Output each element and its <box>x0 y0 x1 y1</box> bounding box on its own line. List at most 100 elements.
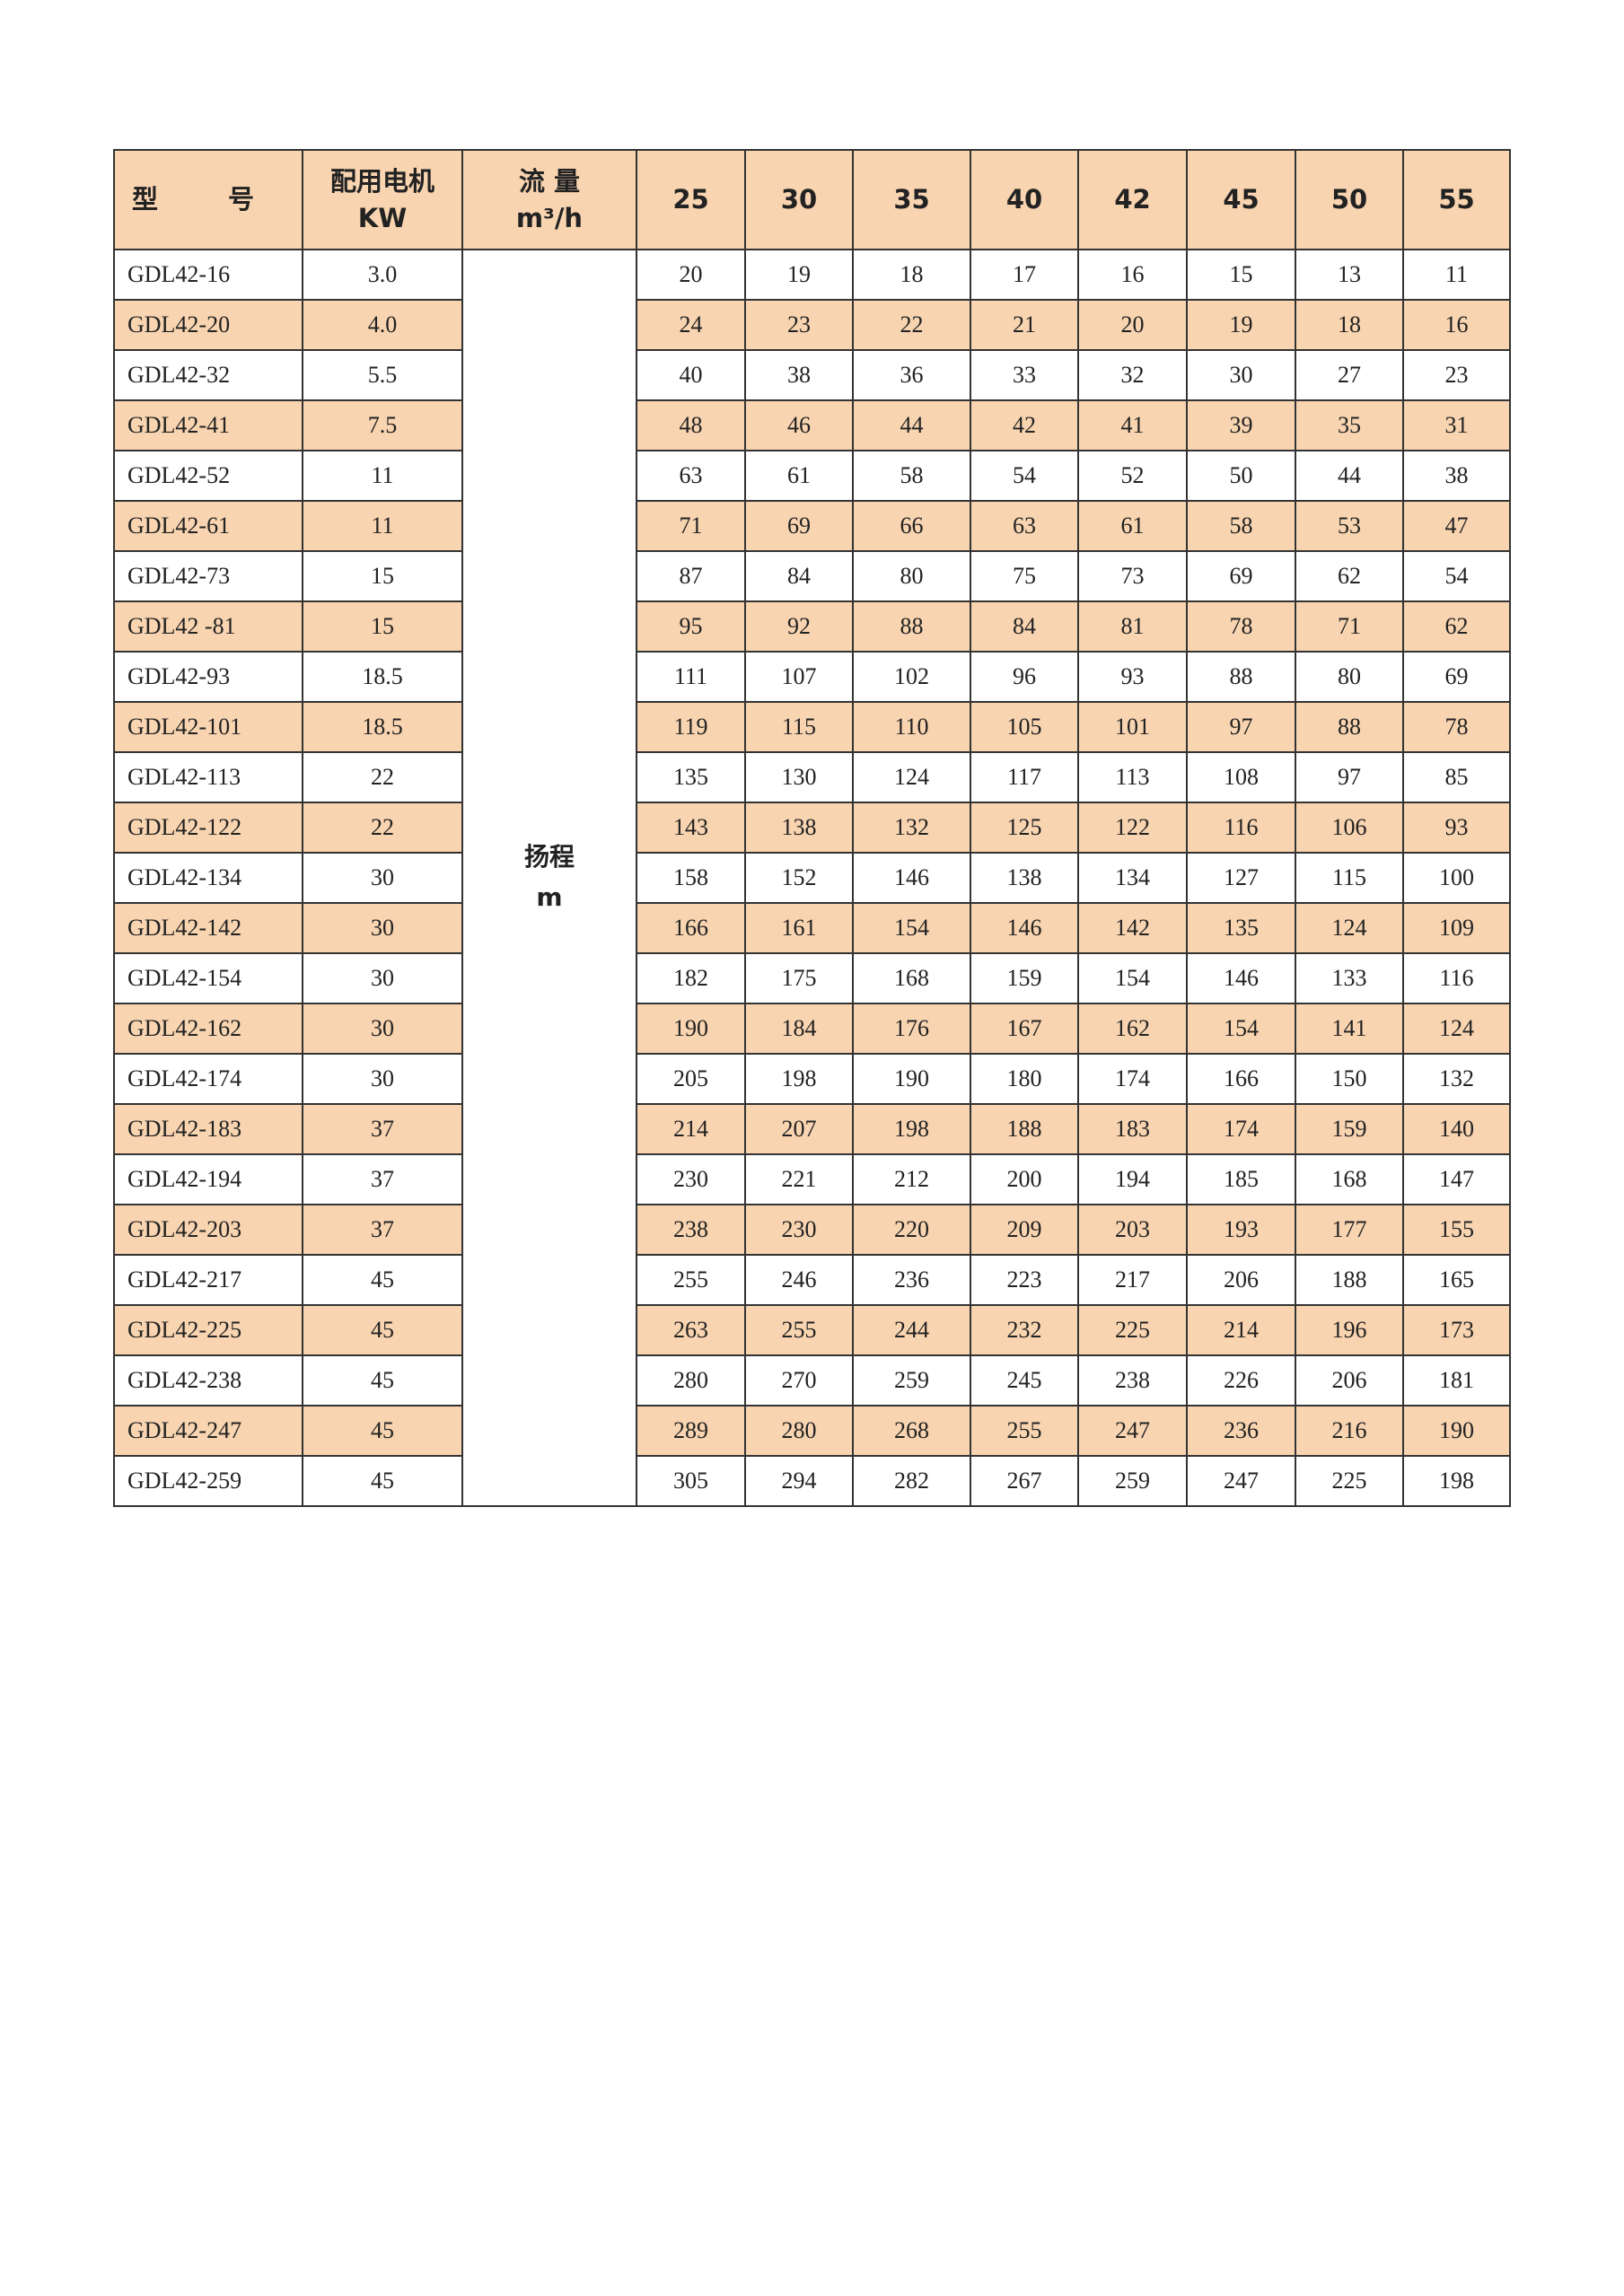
model-cell: GDL42-41 <box>113 399 303 451</box>
head-value-cell: 212 <box>852 1153 971 1205</box>
motor-kw-cell: 5.5 <box>302 349 463 401</box>
model-cell: GDL42-154 <box>113 952 303 1004</box>
head-value-cell: 27 <box>1295 349 1404 401</box>
head-value-cell: 23 <box>744 299 854 351</box>
head-value-cell: 173 <box>1402 1304 1511 1356</box>
head-value-cell: 69 <box>1402 651 1511 703</box>
motor-kw-cell: 18.5 <box>302 651 463 703</box>
head-value-cell: 207 <box>744 1103 854 1155</box>
model-cell: GDL42-194 <box>113 1153 303 1205</box>
head-value-cell: 54 <box>1402 550 1511 602</box>
head-value-cell: 155 <box>1402 1204 1511 1256</box>
head-value-cell: 97 <box>1186 701 1296 753</box>
head-value-cell: 280 <box>636 1354 746 1407</box>
head-value-cell: 166 <box>1186 1053 1296 1105</box>
head-value-cell: 119 <box>636 701 746 753</box>
head-value-cell: 154 <box>1186 1003 1296 1055</box>
head-value-cell: 107 <box>744 651 854 703</box>
head-value-cell: 168 <box>852 952 971 1004</box>
head-value-cell: 221 <box>744 1153 854 1205</box>
table-row: GDL42-162 30 190 184 176 167 162 154 141 124 <box>113 1003 1511 1055</box>
motor-kw-cell: 15 <box>302 600 463 653</box>
motor-kw-cell: 37 <box>302 1204 463 1256</box>
head-value-cell: 116 <box>1402 952 1511 1004</box>
head-value-cell: 47 <box>1402 500 1511 552</box>
head-value-cell: 181 <box>1402 1354 1511 1407</box>
head-value-cell: 78 <box>1186 600 1296 653</box>
head-value-cell: 115 <box>744 701 854 753</box>
header-motor: 配用电机 KW <box>302 149 463 250</box>
model-cell: GDL42-122 <box>113 802 303 854</box>
head-value-cell: 88 <box>1295 701 1404 753</box>
header-row: 型 号 配用电机 KW 流 量 m³/h 25 30 35 40 42 45 50 55 <box>113 149 1511 250</box>
table-row: GDL42-113 22 135 130 124 117 113 108 97 85 <box>113 751 1511 803</box>
head-value-cell: 95 <box>636 600 746 653</box>
motor-kw-cell: 45 <box>302 1455 463 1507</box>
head-value-cell: 135 <box>636 751 746 803</box>
motor-kw-cell: 11 <box>302 450 463 502</box>
model-cell: GDL42-217 <box>113 1254 303 1306</box>
model-cell: GDL42-16 <box>113 249 303 301</box>
model-cell: GDL42 -81 <box>113 600 303 653</box>
head-value-cell: 62 <box>1295 550 1404 602</box>
pump-performance-table: 型 号 配用电机 KW 流 量 m³/h 25 30 35 40 42 45 50 55 GDL4… <box>113 149 1511 1507</box>
head-value-cell: 66 <box>852 500 971 552</box>
head-value-cell: 223 <box>970 1254 1079 1306</box>
head-value-cell: 226 <box>1186 1354 1296 1407</box>
head-value-cell: 209 <box>970 1204 1079 1256</box>
model-cell: GDL42-134 <box>113 852 303 904</box>
header-flow-30: 30 <box>744 149 854 250</box>
model-cell: GDL42-259 <box>113 1455 303 1507</box>
head-value-cell: 115 <box>1295 852 1404 904</box>
head-value-cell: 39 <box>1186 399 1296 451</box>
head-value-cell: 73 <box>1077 550 1188 602</box>
head-value-cell: 32 <box>1077 349 1188 401</box>
head-value-cell: 15 <box>1186 249 1296 301</box>
head-value-cell: 108 <box>1186 751 1296 803</box>
head-value-cell: 182 <box>636 952 746 1004</box>
model-cell: GDL42-32 <box>113 349 303 401</box>
model-cell: GDL42-203 <box>113 1204 303 1256</box>
head-unit: m <box>536 882 563 912</box>
table-row: GDL42-16 3.0 扬程 m 20 19 18 17 16 15 13 11 <box>113 249 1511 1507</box>
header-flow-25: 25 <box>636 149 746 250</box>
head-value-cell: 36 <box>852 349 971 401</box>
head-value-cell: 87 <box>636 550 746 602</box>
head-value-cell: 78 <box>1402 701 1511 753</box>
head-value-cell: 142 <box>1077 902 1188 954</box>
head-value-cell: 35 <box>1295 399 1404 451</box>
head-value-cell: 217 <box>1077 1254 1188 1306</box>
head-value-cell: 75 <box>970 550 1079 602</box>
head-value-cell: 259 <box>852 1354 971 1407</box>
head-value-cell: 238 <box>636 1204 746 1256</box>
head-value-cell: 133 <box>1295 952 1404 1004</box>
head-value-cell: 124 <box>1402 1003 1511 1055</box>
head-value-cell: 52 <box>1077 450 1188 502</box>
motor-kw-cell: 45 <box>302 1405 463 1457</box>
motor-kw-cell: 4.0 <box>302 299 463 351</box>
head-value-cell: 220 <box>852 1204 971 1256</box>
table-row: GDL42-73 15 87 84 80 75 73 69 62 54 <box>113 550 1511 602</box>
head-value-cell: 166 <box>636 902 746 954</box>
head-value-cell: 81 <box>1077 600 1188 653</box>
head-value-cell: 110 <box>852 701 971 753</box>
head-value-cell: 33 <box>970 349 1079 401</box>
head-value-cell: 116 <box>1186 802 1296 854</box>
head-value-cell: 161 <box>744 902 854 954</box>
model-cell: GDL42-183 <box>113 1103 303 1155</box>
head-value-cell: 247 <box>1186 1455 1296 1507</box>
table-row: GDL42-174 30 205 198 190 180 174 166 150 132 <box>113 1053 1511 1105</box>
head-value-cell: 63 <box>636 450 746 502</box>
head-value-cell: 188 <box>1295 1254 1404 1306</box>
model-cell: GDL42-20 <box>113 299 303 351</box>
head-value-cell: 42 <box>970 399 1079 451</box>
head-value-cell: 62 <box>1402 600 1511 653</box>
motor-kw-cell: 45 <box>302 1304 463 1356</box>
head-value-cell: 92 <box>744 600 854 653</box>
head-value-cell: 193 <box>1186 1204 1296 1256</box>
motor-kw-cell: 37 <box>302 1103 463 1155</box>
head-value-cell: 19 <box>744 249 854 301</box>
table-row: GDL42-247 45 289 280 268 255 247 236 216 190 <box>113 1405 1511 1457</box>
head-value-cell: 109 <box>1402 902 1511 954</box>
table-row: GDL42-134 30 158 152 146 138 134 127 115 100 <box>113 852 1511 904</box>
